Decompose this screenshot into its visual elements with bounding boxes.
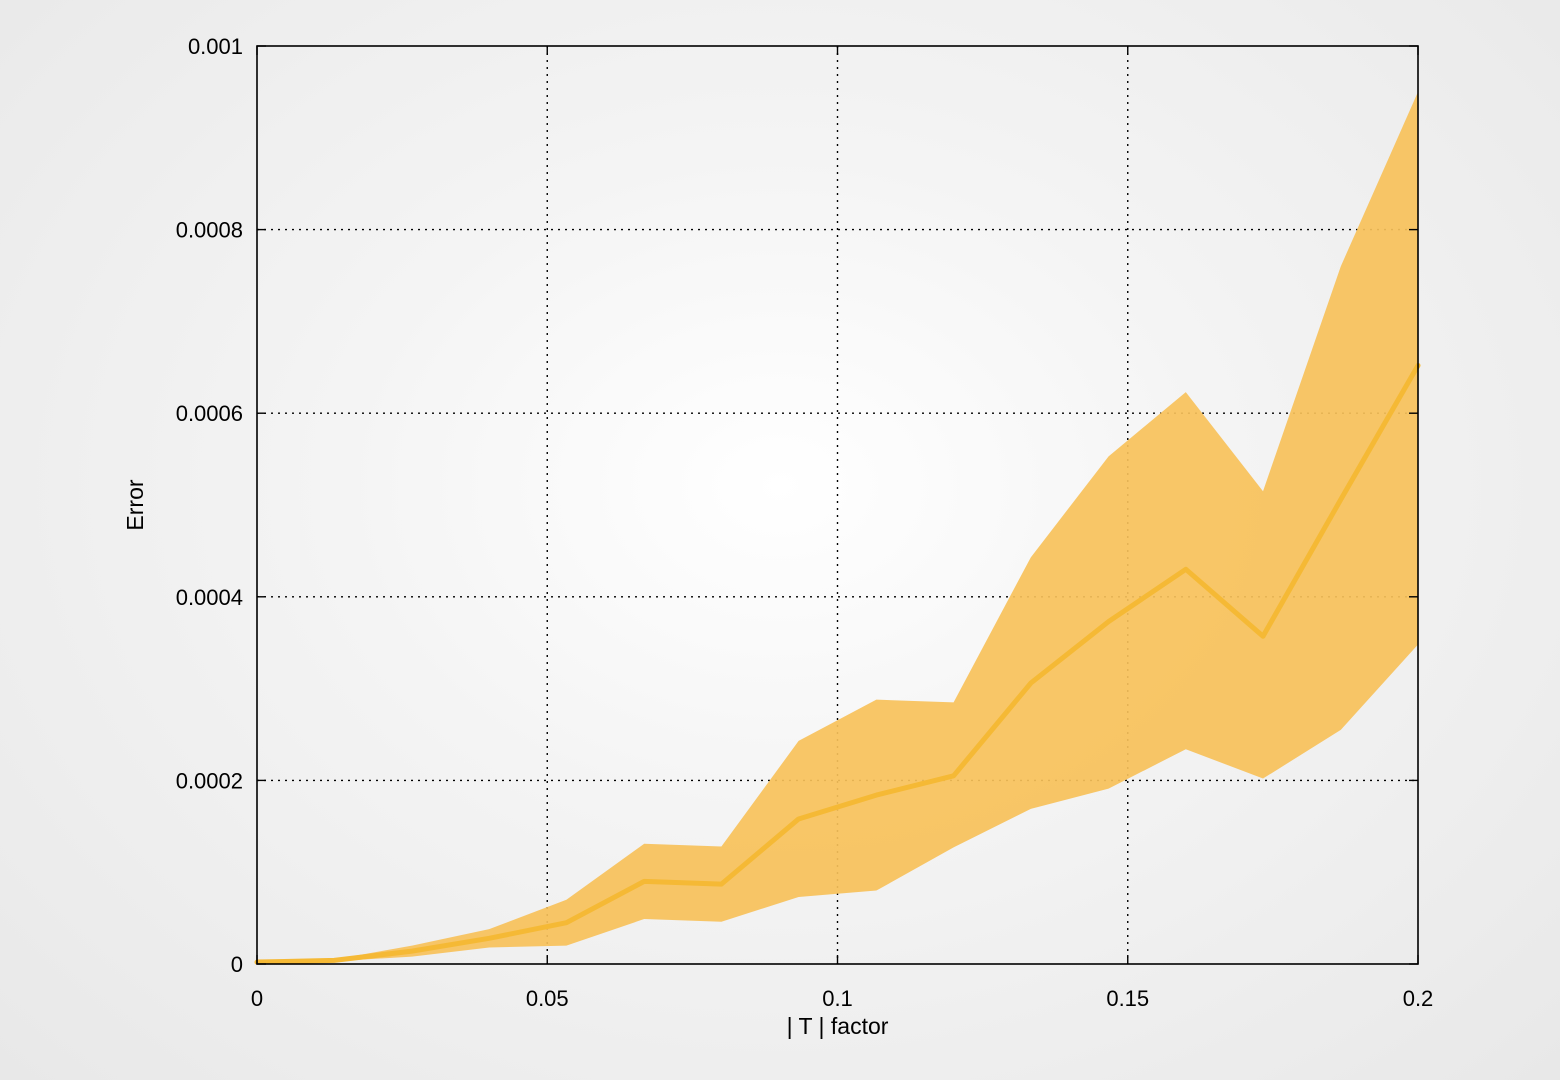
y-tick-label: 0.0002 bbox=[176, 768, 243, 793]
mean-line-layer bbox=[254, 362, 1421, 965]
y-tick-label: 0.0004 bbox=[176, 585, 243, 610]
x-axis-label: | T | factor bbox=[787, 1013, 889, 1039]
x-tick-label: 0.05 bbox=[526, 986, 569, 1011]
y-tick-label: 0.0008 bbox=[176, 218, 243, 243]
y-axis-label: Error bbox=[122, 479, 148, 530]
mean-error-line bbox=[254, 362, 1421, 965]
y-tick-label: 0.0006 bbox=[176, 401, 243, 426]
y-tick-label: 0 bbox=[231, 952, 243, 977]
x-tick-label: 0.1 bbox=[822, 986, 853, 1011]
error-band bbox=[257, 91, 1418, 964]
x-tick-label: 0.15 bbox=[1106, 986, 1149, 1011]
y-tick-label: 0.001 bbox=[188, 34, 243, 59]
tick-marks bbox=[256, 45, 1419, 965]
x-tick-label: 0.2 bbox=[1403, 986, 1434, 1011]
y-tick-labels: 0 0.0002 0.0004 0.0006 0.0008 0.001 bbox=[176, 34, 243, 977]
error-band-layer bbox=[257, 91, 1418, 964]
x-tick-label: 0 bbox=[251, 986, 263, 1011]
x-tick-labels: 0 0.05 0.1 0.15 0.2 bbox=[251, 986, 1433, 1011]
